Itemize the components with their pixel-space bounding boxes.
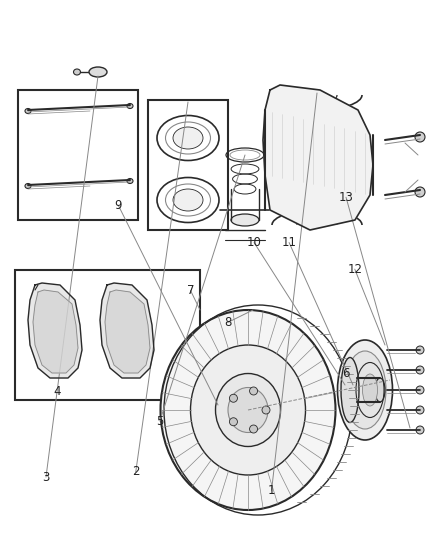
Text: 8: 8 (224, 316, 231, 329)
Ellipse shape (416, 346, 424, 354)
Text: 9: 9 (114, 199, 122, 212)
Circle shape (230, 394, 237, 402)
Circle shape (250, 387, 258, 395)
Ellipse shape (89, 67, 107, 77)
Circle shape (281, 124, 309, 152)
Ellipse shape (363, 374, 378, 406)
Text: 4: 4 (53, 385, 61, 398)
Ellipse shape (215, 374, 280, 447)
Circle shape (318, 163, 362, 207)
Ellipse shape (231, 214, 259, 226)
Text: 3: 3 (42, 471, 49, 483)
Circle shape (318, 116, 362, 160)
Text: 11: 11 (282, 236, 297, 249)
Circle shape (273, 116, 317, 160)
Ellipse shape (341, 358, 359, 423)
Circle shape (333, 178, 347, 192)
Text: 5: 5 (156, 415, 163, 427)
Text: 12: 12 (347, 263, 362, 276)
Ellipse shape (416, 426, 424, 434)
Circle shape (415, 187, 425, 197)
Circle shape (288, 131, 302, 145)
Text: 13: 13 (339, 191, 353, 204)
Ellipse shape (74, 69, 81, 75)
Text: 10: 10 (247, 236, 261, 249)
Ellipse shape (25, 183, 31, 189)
Ellipse shape (173, 189, 203, 211)
Ellipse shape (416, 386, 424, 394)
Ellipse shape (127, 179, 133, 183)
Polygon shape (28, 283, 82, 378)
Ellipse shape (191, 345, 305, 475)
Circle shape (326, 171, 354, 199)
Circle shape (333, 131, 347, 145)
Ellipse shape (25, 109, 31, 114)
Ellipse shape (228, 387, 268, 432)
Polygon shape (100, 283, 154, 378)
Ellipse shape (160, 310, 336, 510)
Circle shape (281, 171, 309, 199)
Text: 2: 2 (132, 465, 140, 478)
Text: 1: 1 (268, 484, 276, 497)
Ellipse shape (127, 103, 133, 109)
Circle shape (273, 163, 317, 207)
Circle shape (262, 406, 270, 414)
Ellipse shape (344, 351, 386, 429)
Ellipse shape (338, 340, 392, 440)
Polygon shape (33, 290, 78, 373)
Polygon shape (263, 85, 373, 230)
Ellipse shape (375, 378, 385, 402)
Bar (148, 100, 228, 230)
Text: 6: 6 (342, 367, 350, 379)
Ellipse shape (416, 406, 424, 414)
Circle shape (230, 418, 237, 426)
Circle shape (415, 132, 425, 142)
Ellipse shape (416, 366, 424, 374)
Circle shape (288, 178, 302, 192)
Circle shape (250, 425, 258, 433)
Text: 7: 7 (187, 284, 194, 297)
Bar (15, 270, 200, 400)
Circle shape (326, 124, 354, 152)
Polygon shape (105, 290, 150, 373)
Bar (18, 90, 138, 220)
Ellipse shape (173, 127, 203, 149)
